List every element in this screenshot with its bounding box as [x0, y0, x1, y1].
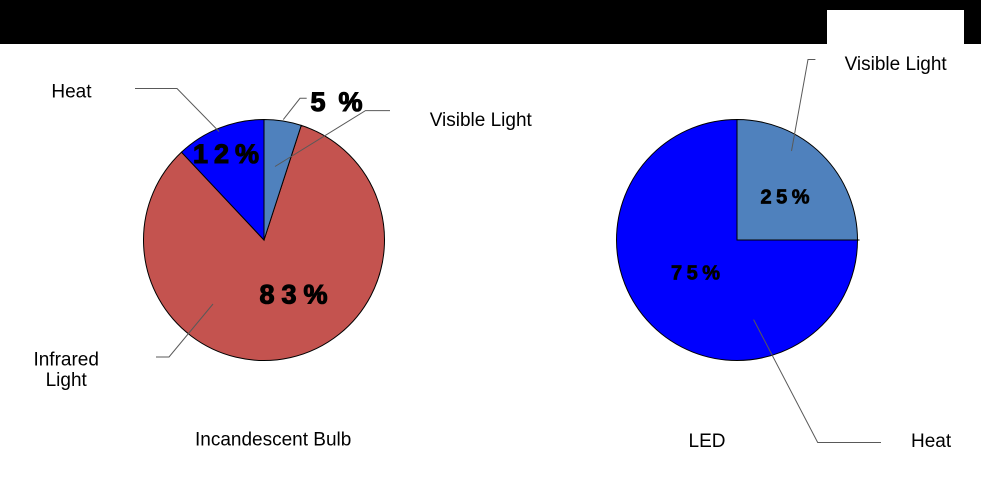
svg-text:83%: 83%: [260, 280, 335, 310]
svg-text:Visible Light: Visible Light: [845, 54, 948, 75]
svg-text:Light: Light: [46, 370, 88, 391]
svg-text:25%: 25%: [761, 186, 815, 208]
svg-text:Visible Light: Visible Light: [430, 110, 533, 131]
svg-text:12%: 12%: [193, 139, 265, 169]
svg-text:LED: LED: [689, 431, 726, 452]
svg-text:Incandescent Bulb: Incandescent Bulb: [195, 430, 351, 451]
svg-text:Heat: Heat: [911, 431, 952, 452]
svg-text:Infrared: Infrared: [33, 350, 98, 371]
svg-text:Heat: Heat: [51, 82, 92, 103]
svg-text:75%: 75%: [671, 263, 725, 285]
svg-text:5%: 5%: [311, 87, 376, 117]
